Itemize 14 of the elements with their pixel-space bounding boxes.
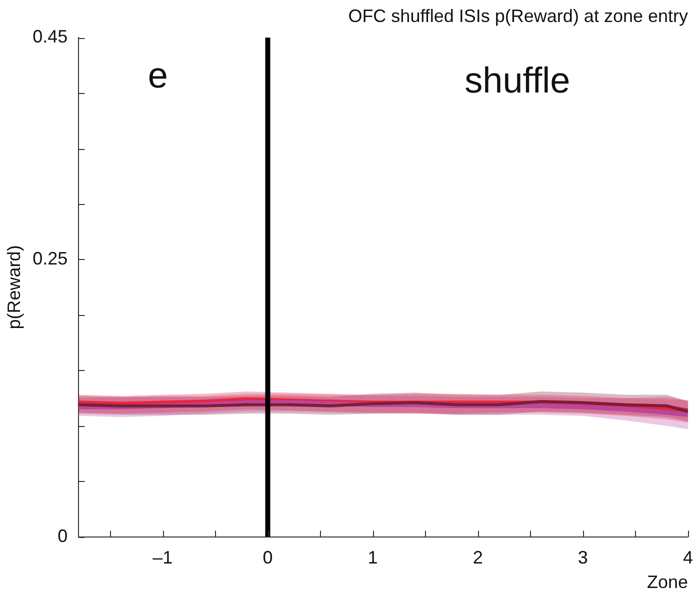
- x-tick-label: –1: [152, 548, 173, 568]
- annotation: e: [148, 54, 168, 96]
- x-tick-label: 2: [472, 548, 483, 568]
- annotation: shuffle: [464, 59, 570, 100]
- x-tick-label: 1: [368, 548, 378, 568]
- y-tick-label: 0: [58, 526, 68, 546]
- x-tick-label: 0: [262, 548, 273, 568]
- y-axis-title: p(Reward): [4, 245, 24, 330]
- x-tick-label: 4: [682, 548, 694, 568]
- x-tick-label: 3: [578, 548, 588, 568]
- x-axis-title: Zone: [646, 572, 688, 592]
- y-tick-label: 0.25: [32, 248, 68, 268]
- chart-title: OFC shuffled ISIs p(Reward) at zone entry: [348, 6, 688, 26]
- y-tick-label: 0.45: [32, 26, 68, 47]
